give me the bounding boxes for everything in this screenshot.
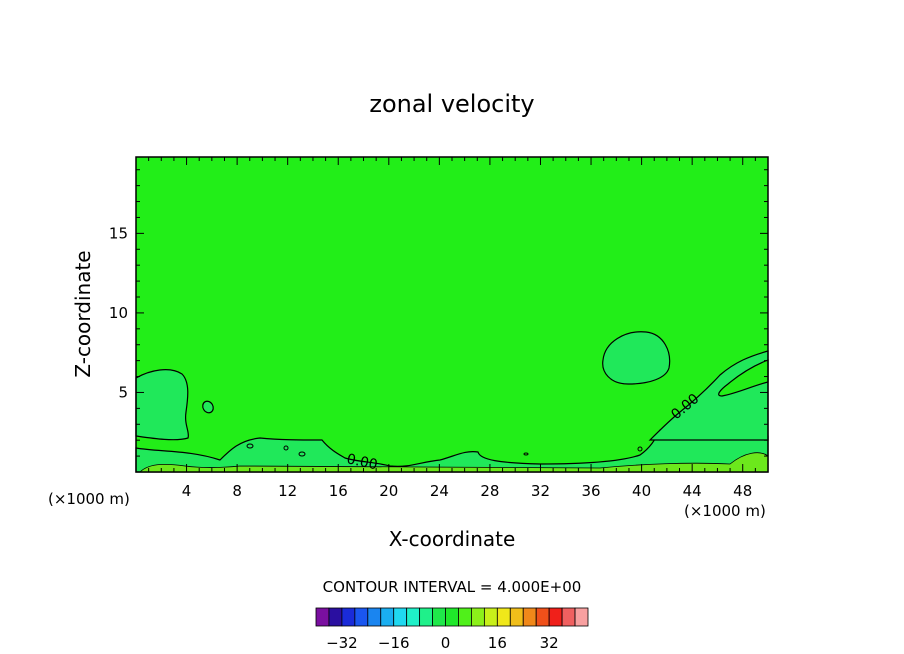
colorbar-swatch (445, 607, 459, 627)
x-tick-label: 4 (182, 482, 192, 500)
colorbar-swatch (419, 607, 433, 627)
chart-title: zonal velocity (369, 90, 534, 118)
colorbar-swatch (432, 607, 446, 627)
x-unit-left: (×1000 m) (48, 490, 130, 508)
contour-region-left (135, 369, 190, 441)
colorbar-swatch (483, 607, 498, 627)
contour-surface-strip (139, 452, 769, 473)
contour-interval-text: CONTOUR INTERVAL = 4.000E+00 (323, 578, 582, 596)
colorbar-swatch (406, 607, 421, 627)
colorbar-swatch (393, 607, 408, 627)
colorbar-tick-label: 16 (488, 634, 507, 652)
colorbar-tick-label: 0 (441, 634, 451, 652)
x-tick-label: 12 (278, 482, 297, 500)
x-tick-label: 48 (733, 482, 752, 500)
y-tick-label: 10 (109, 304, 128, 322)
colorbar-swatch (561, 607, 576, 627)
contour-small-ellipse (202, 400, 214, 414)
y-axis-ticks: 5 10 15 (109, 169, 768, 457)
y-tick-label: 5 (118, 383, 128, 401)
x-tick-label: 24 (430, 482, 449, 500)
contour-blob-5 (523, 452, 529, 456)
x-unit-right: (×1000 m) (684, 502, 766, 520)
colorbar-swatch (496, 607, 511, 627)
y-axis-label: Z-coordinate (71, 250, 95, 377)
colorbar-swatch (471, 607, 485, 627)
colorbar-swatch (341, 607, 356, 627)
x-tick-label: 8 (232, 482, 242, 500)
colorbar-swatch (380, 607, 395, 627)
contour-right-inner (718, 359, 769, 397)
colorbar-swatch (328, 607, 343, 627)
x-axis-ticks: 4 8 12 16 20 24 28 32 36 40 44 48 (148, 157, 756, 500)
colorbar-swatch (315, 607, 330, 627)
colorbar-swatch (548, 607, 563, 627)
colorbar: −32 −16 0 16 32 (315, 607, 589, 652)
x-tick-label: 44 (683, 482, 702, 500)
contour-blob-3 (283, 445, 289, 451)
x-tick-label: 28 (480, 482, 499, 500)
colorbar-swatch (367, 607, 382, 627)
colorbar-swatch (509, 607, 524, 627)
colorbar-swatch (535, 607, 550, 627)
x-tick-label: 36 (581, 482, 600, 500)
colorbar-swatch (458, 607, 472, 627)
contour-right-oval (602, 331, 671, 385)
colorbar-swatch (354, 607, 369, 627)
colorbar-tick-label: −32 (326, 634, 358, 652)
y-tick-label: 15 (109, 224, 128, 242)
plot-area (136, 157, 768, 472)
contour-blob-4 (637, 446, 643, 452)
contour-right-lobe (648, 350, 769, 441)
x-tick-label: 16 (329, 482, 348, 500)
x-tick-label: 40 (632, 482, 651, 500)
x-axis-label: X-coordinate (389, 527, 516, 551)
x-tick-label: 20 (379, 482, 398, 500)
x-tick-label: 32 (531, 482, 550, 500)
contour-blob-2 (246, 443, 254, 449)
contour-fills (135, 331, 769, 473)
colorbar-swatch (522, 607, 537, 627)
contour-blob-1 (298, 451, 306, 457)
contour-label: 0.00 (345, 451, 379, 473)
colorbar-tick-label: 32 (540, 634, 559, 652)
colorbar-tick-label: −16 (378, 634, 410, 652)
colorbar-swatch (574, 607, 589, 627)
